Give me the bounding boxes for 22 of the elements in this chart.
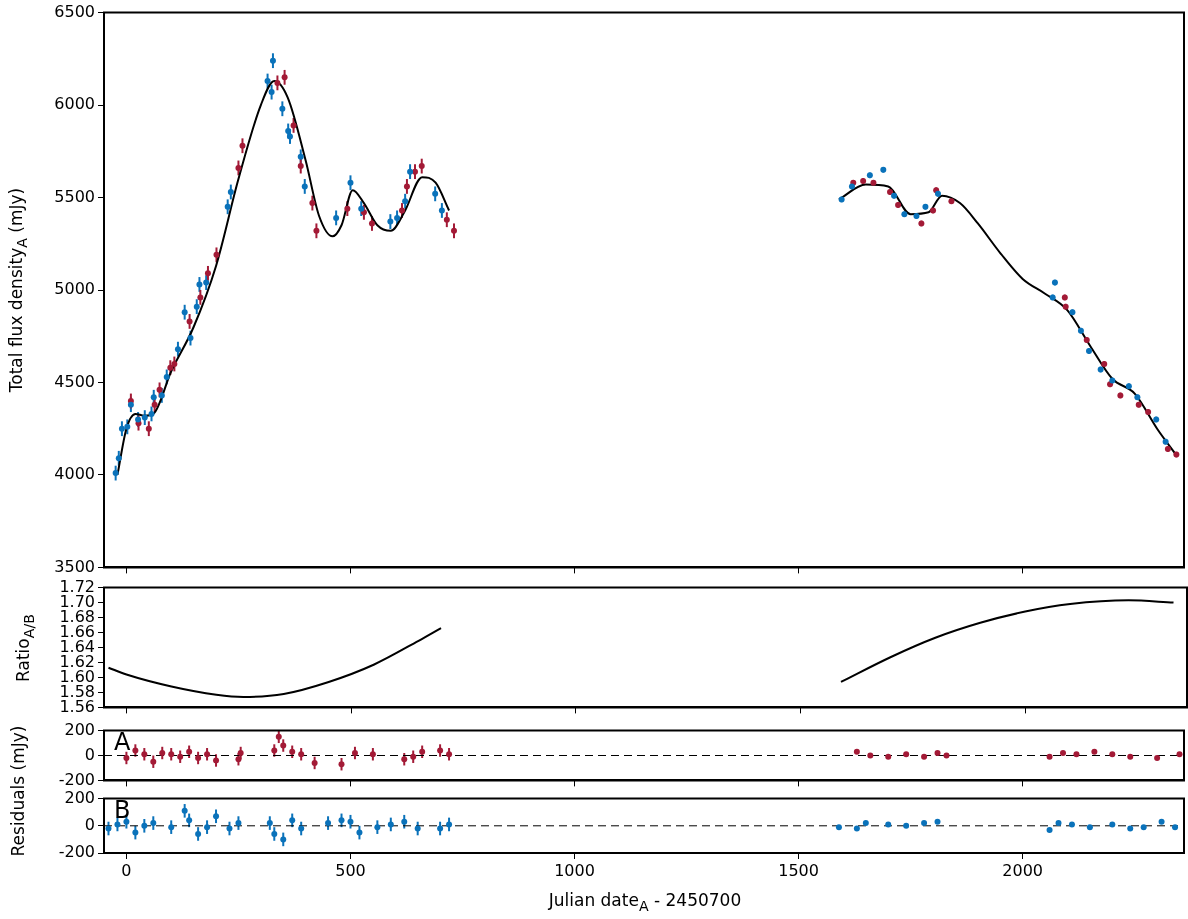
annotation: A (114, 727, 131, 756)
y-tick-label: -200 (58, 842, 95, 862)
y-tick-label: 5500 (54, 186, 95, 206)
x-axis-title: Julian date$_{A}$ - 2450700 (548, 890, 742, 914)
y-tick-label: 0 (84, 744, 95, 764)
y-axis-title: Residuals (mJy) (8, 725, 28, 857)
y-tick-label: 200 (64, 719, 95, 739)
x-tick-label: 2000 (1002, 860, 1044, 880)
y-tick-label: 200 (64, 787, 95, 807)
y-tick-label: 4000 (54, 464, 95, 484)
annotation: B (114, 795, 131, 824)
x-tick-label: 1500 (778, 860, 819, 880)
x-tick-label: 500 (335, 860, 366, 880)
y-tick-label: 0 (84, 814, 95, 834)
y-tick-label: 6000 (54, 94, 95, 114)
y-tick-label: -200 (58, 769, 95, 789)
x-tick-label: 1000 (554, 860, 595, 880)
x-tick-label: 0 (121, 860, 132, 880)
y-tick-label: 4500 (54, 371, 95, 391)
y-tick-label: 3500 (54, 556, 95, 576)
y-tick-label: 5000 (54, 279, 95, 299)
y-tick-label: 6500 (54, 1, 95, 21)
